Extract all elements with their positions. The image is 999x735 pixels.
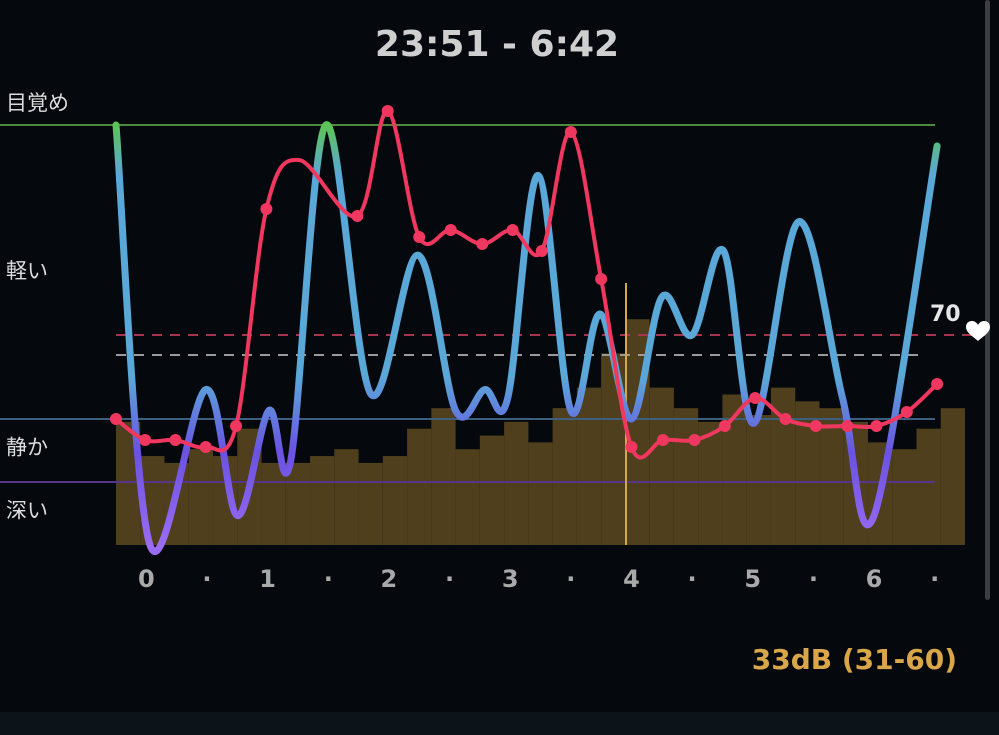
scrollbar[interactable]: [985, 0, 990, 600]
stage-label: 軽い: [6, 259, 48, 283]
stage-label: 深い: [6, 498, 48, 522]
heart-rate-point: [199, 441, 212, 453]
heart-rate-point: [870, 420, 883, 432]
heart-rate-point: [900, 406, 913, 418]
sound-bar: [746, 415, 771, 545]
heart-rate-point: [656, 434, 669, 446]
heart-icon: [966, 321, 990, 341]
heart-rate-point: [260, 203, 273, 215]
stage-label: 目覚め: [6, 91, 69, 115]
heart-rate-point: [841, 420, 854, 432]
heart-rate-point: [351, 210, 364, 222]
sound-bar: [431, 408, 456, 545]
heart-rate-point: [595, 273, 608, 285]
sound-bar: [382, 456, 408, 545]
x-tick-label: 6: [866, 565, 883, 593]
x-tick-label: ·: [566, 565, 575, 593]
sleep-curve: [112, 121, 941, 555]
sound-summary: 33dB (31-60): [752, 643, 957, 676]
sound-bar: [940, 408, 965, 545]
sound-bar: [698, 421, 723, 545]
heart-rate-point: [718, 420, 731, 432]
heart-rate-point: [779, 413, 792, 425]
x-tick-label: 1: [259, 565, 276, 593]
sound-bar: [188, 449, 214, 545]
heart-rate-point: [535, 245, 548, 257]
sound-bar: [334, 449, 359, 545]
sound-bar: [649, 387, 674, 545]
sound-bar: [310, 456, 335, 545]
heart-rate-point: [444, 224, 457, 236]
sound-bar: [552, 408, 577, 545]
x-tick-label: ·: [202, 565, 211, 593]
x-tick-label: ·: [930, 565, 939, 593]
sound-bar: [528, 442, 553, 545]
sound-bar: [504, 421, 529, 545]
x-tick-label: ·: [688, 565, 697, 593]
heart-rate-point: [809, 420, 822, 432]
heart-rate-point: [110, 413, 122, 425]
x-tick-label: ·: [324, 565, 333, 593]
x-tick-label: 3: [502, 565, 519, 593]
time-range: 23:51 - 6:42: [375, 24, 619, 65]
stage-label: 静か: [6, 435, 48, 459]
sound-bar: [576, 387, 602, 545]
x-tick-label: 0: [138, 565, 155, 593]
heart-rate-point: [625, 441, 638, 453]
x-tick-label: 5: [744, 565, 761, 593]
sound-bar: [673, 408, 699, 545]
hr-tick-label: 70: [930, 302, 961, 327]
heart-rate-point: [931, 378, 944, 390]
sound-bar: [407, 428, 432, 545]
heart-rate-point: [476, 238, 489, 250]
sound-bar: [358, 462, 383, 545]
sound-bar: [479, 435, 505, 545]
heart-rate-point: [169, 434, 182, 446]
sound-bar: [285, 462, 311, 545]
heart-rate-point: [139, 434, 152, 446]
sound-bar: [261, 462, 286, 545]
sound-bar: [916, 428, 941, 545]
heart-rate-point: [230, 420, 243, 432]
sound-bar: [892, 449, 917, 545]
heart-rate-point: [688, 434, 701, 446]
x-tick-label: ·: [445, 565, 454, 593]
heart-rate-point: [381, 105, 394, 117]
heart-rate-point: [413, 231, 426, 243]
bottom-bar: [0, 712, 999, 735]
x-tick-label: 4: [623, 565, 640, 593]
x-tick-label: 2: [381, 565, 398, 593]
heart-rate-point: [506, 224, 519, 236]
heart-rate-point: [749, 392, 762, 404]
sound-bar: [819, 408, 844, 545]
heart-rate-point: [564, 126, 577, 138]
sound-bar: [455, 449, 480, 545]
x-tick-label: ·: [809, 565, 818, 593]
